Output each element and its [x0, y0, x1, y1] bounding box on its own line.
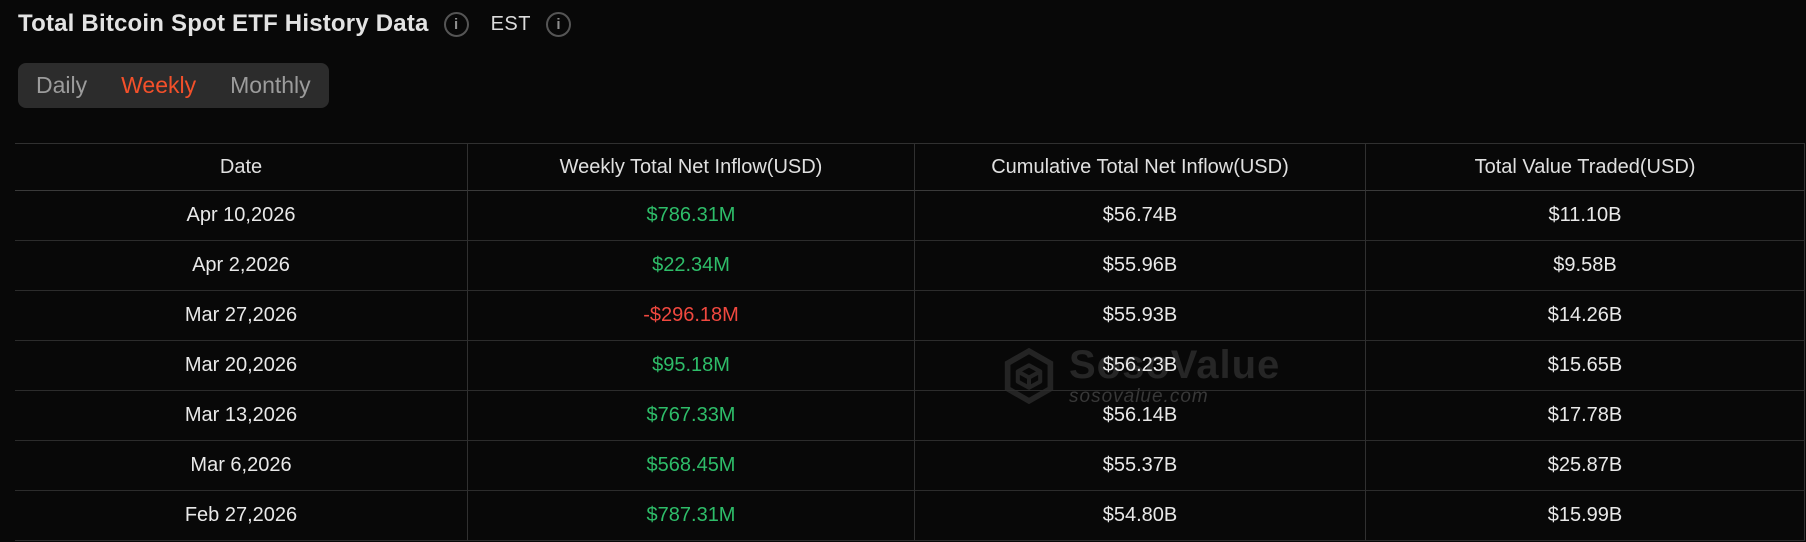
- tab-monthly[interactable]: Monthly: [230, 72, 311, 98]
- period-tabs: Daily Weekly Monthly: [18, 63, 329, 108]
- column-header-cumulative: Cumulative Total Net Inflow(USD): [915, 143, 1366, 191]
- page-title: Total Bitcoin Spot ETF History Data: [18, 10, 429, 37]
- cell-traded: $9.58B: [1366, 241, 1805, 291]
- timezone-info-icon[interactable]: i: [545, 11, 571, 37]
- cell-date: Apr 2,2026: [15, 241, 468, 291]
- cell-traded: $17.78B: [1366, 391, 1805, 441]
- title-bar: Total Bitcoin Spot ETF History Data i ES…: [18, 10, 571, 38]
- cell-weekly-inflow: $95.18M: [468, 341, 915, 391]
- cell-cumulative: $56.74B: [915, 191, 1366, 241]
- weekly-inflow-value: $787.31M: [646, 504, 736, 526]
- column-header-weekly: Weekly Total Net Inflow(USD): [468, 143, 915, 191]
- cell-traded: $15.99B: [1366, 491, 1805, 541]
- weekly-inflow-value: $568.45M: [646, 454, 736, 476]
- cell-traded: $14.26B: [1366, 291, 1805, 341]
- cell-traded: $15.65B: [1366, 341, 1805, 391]
- cell-cumulative: $55.96B: [915, 241, 1366, 291]
- column-header-traded: Total Value Traded(USD): [1366, 143, 1805, 191]
- cell-date: Feb 27,2026: [15, 491, 468, 541]
- weekly-inflow-value: $767.33M: [646, 404, 736, 426]
- cell-date: Mar 6,2026: [15, 441, 468, 491]
- cell-weekly-inflow: $22.34M: [468, 241, 915, 291]
- cell-date: Mar 27,2026: [15, 291, 468, 341]
- cell-cumulative: $54.80B: [915, 491, 1366, 541]
- cell-cumulative: $56.14B: [915, 391, 1366, 441]
- cell-cumulative: $55.37B: [915, 441, 1366, 491]
- weekly-inflow-value: $22.34M: [652, 254, 730, 276]
- cell-weekly-inflow: $787.31M: [468, 491, 915, 541]
- cell-weekly-inflow: -$296.18M: [468, 291, 915, 341]
- cell-traded: $25.87B: [1366, 441, 1805, 491]
- etf-history-table: Date Weekly Total Net Inflow(USD) Cumula…: [15, 143, 1805, 541]
- cell-date: Mar 20,2026: [15, 341, 468, 391]
- cell-cumulative: $55.93B: [915, 291, 1366, 341]
- weekly-inflow-value: -$296.18M: [643, 304, 739, 326]
- cell-weekly-inflow: $568.45M: [468, 441, 915, 491]
- cell-date: Apr 10,2026: [15, 191, 468, 241]
- tab-daily[interactable]: Daily: [36, 72, 88, 98]
- cell-weekly-inflow: $786.31M: [468, 191, 915, 241]
- weekly-inflow-value: $786.31M: [646, 204, 736, 226]
- timezone-label: EST: [490, 12, 531, 35]
- cell-traded: $11.10B: [1366, 191, 1805, 241]
- cell-weekly-inflow: $767.33M: [468, 391, 915, 441]
- weekly-inflow-value: $95.18M: [652, 354, 730, 376]
- tab-weekly[interactable]: Weekly: [121, 72, 197, 98]
- column-header-date: Date: [15, 143, 468, 191]
- cell-cumulative: $56.23B: [915, 341, 1366, 391]
- cell-date: Mar 13,2026: [15, 391, 468, 441]
- title-info-icon[interactable]: i: [443, 11, 469, 37]
